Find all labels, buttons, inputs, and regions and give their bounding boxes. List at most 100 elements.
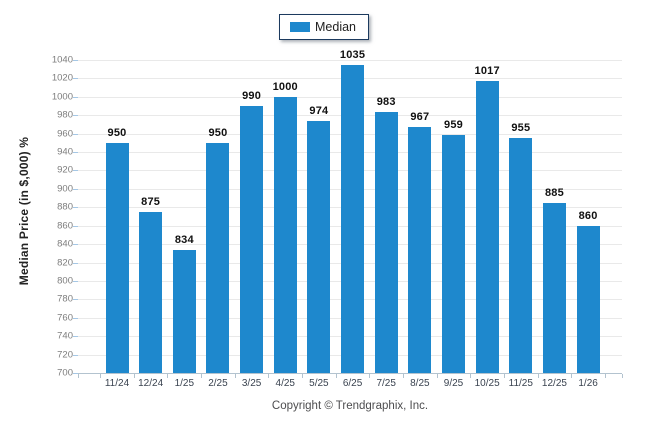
x-axis-category-label: 2/25 <box>208 378 228 389</box>
bar-value-label: 974 <box>309 104 329 117</box>
bar-value-label: 990 <box>242 90 262 103</box>
y-axis-tick-label: 840 <box>57 238 73 250</box>
bar-value-label: 950 <box>107 126 127 139</box>
y-axis-tick-label: 780 <box>57 293 73 305</box>
median-bar <box>139 211 163 373</box>
x-axis-tick <box>503 374 505 378</box>
y-axis-tick <box>73 207 78 209</box>
copyright-text: Copyright © Trendgraphix, Inc. <box>271 400 429 412</box>
y-axis-tick-label: 820 <box>57 256 73 268</box>
y-axis-tick-label: 940 <box>57 146 73 158</box>
x-axis-category-label: 1/26 <box>578 378 598 389</box>
x-axis-category-label: 7/25 <box>376 378 396 389</box>
x-axis-tick <box>470 374 472 378</box>
x-axis-tick <box>100 374 102 378</box>
x-axis-category-label: 4/25 <box>275 378 295 389</box>
bar-value-label: 955 <box>511 122 531 135</box>
median-bar <box>172 249 196 373</box>
x-axis-category-label: 5/25 <box>309 378 329 389</box>
y-axis-tick <box>73 60 78 61</box>
y-axis-tick <box>73 152 78 154</box>
y-axis-tick <box>73 96 78 98</box>
chart-legend: Median <box>279 14 369 40</box>
y-axis-tick <box>73 115 78 117</box>
y-axis-tick-label: 880 <box>57 201 73 213</box>
y-axis-tick <box>73 170 78 172</box>
bar-value-label: 885 <box>544 186 564 199</box>
x-axis-tick <box>436 374 438 378</box>
y-axis-tick-label: 1040 <box>51 54 73 66</box>
bar-value-label: 834 <box>174 233 194 246</box>
bar-value-label: 950 <box>208 126 228 139</box>
x-axis-tick <box>403 374 405 378</box>
bar-value-label: 860 <box>578 209 598 222</box>
median-bar <box>442 134 465 373</box>
x-axis-line <box>78 373 622 374</box>
x-axis-category-label: 1/25 <box>174 378 195 389</box>
y-axis-tick <box>73 373 78 374</box>
y-axis-tick <box>73 299 78 301</box>
median-bar <box>341 64 365 373</box>
x-axis-category-label: 10/25 <box>474 378 500 389</box>
x-axis-tick <box>571 374 573 378</box>
y-axis-tick <box>73 317 78 319</box>
median-bar <box>374 112 398 373</box>
x-axis-tick <box>133 374 135 378</box>
y-axis-tick-label: 1020 <box>51 72 73 84</box>
x-axis-category-label: 3/25 <box>241 378 262 389</box>
x-axis-category-label: 9/25 <box>443 378 464 389</box>
x-axis-tick <box>268 374 270 378</box>
x-axis-tick <box>302 374 304 378</box>
y-axis-tick-label: 760 <box>57 312 73 323</box>
bar-value-label: 1035 <box>339 48 366 61</box>
x-axis-category-label: 11/25 <box>508 378 533 389</box>
y-axis-tick <box>73 336 78 338</box>
x-axis-tick <box>604 374 606 378</box>
y-axis-tick-label: 740 <box>57 330 73 342</box>
median-bar <box>206 142 230 373</box>
x-axis-tick <box>537 374 539 378</box>
median-bar <box>576 225 600 373</box>
y-axis-tick-label: 1000 <box>51 91 73 103</box>
y-axis-tick <box>73 244 78 246</box>
y-axis-tick <box>73 188 78 190</box>
median-series-swatch-icon <box>290 22 310 32</box>
y-axis-tick <box>73 280 78 282</box>
x-axis-tick <box>369 374 371 378</box>
x-axis-category-label: 12/25 <box>541 378 567 389</box>
median-bar <box>273 96 297 373</box>
y-axis-tick <box>73 78 78 80</box>
legend-label: Median <box>315 19 356 34</box>
y-axis-tick-label: 900 <box>57 183 73 195</box>
x-axis-category-label: 8/25 <box>410 378 430 389</box>
x-axis-tick <box>167 374 169 378</box>
x-axis-category-label: 12/24 <box>138 378 164 389</box>
bar-value-label: 1000 <box>272 80 298 93</box>
y-axis-tick-label: 860 <box>57 219 73 231</box>
median-bar <box>307 120 331 373</box>
x-axis-tick <box>201 374 203 378</box>
x-axis-tick <box>335 374 337 378</box>
y-axis-tick <box>73 133 78 135</box>
median-bar <box>509 138 533 373</box>
y-axis-tick-label: 800 <box>57 275 73 287</box>
y-axis-tick-label: 700 <box>57 367 73 379</box>
bar-value-label: 983 <box>376 96 396 109</box>
y-axis-tick <box>73 225 78 227</box>
x-axis-category-label: 11/24 <box>104 378 130 389</box>
x-axis-category-label: 6/25 <box>342 378 363 389</box>
x-axis-tick <box>78 374 79 378</box>
gridline <box>78 60 622 61</box>
median-bar <box>240 106 264 373</box>
median-bar <box>542 202 566 373</box>
bar-value-label: 967 <box>410 111 430 124</box>
y-axis-tick <box>73 262 78 264</box>
y-axis-tick-label: 980 <box>57 109 73 121</box>
median-bar <box>475 81 499 373</box>
x-axis-tick <box>622 374 623 378</box>
bar-value-label: 959 <box>444 118 463 131</box>
x-axis-tick <box>234 374 236 378</box>
bar-value-label: 1017 <box>474 65 500 78</box>
